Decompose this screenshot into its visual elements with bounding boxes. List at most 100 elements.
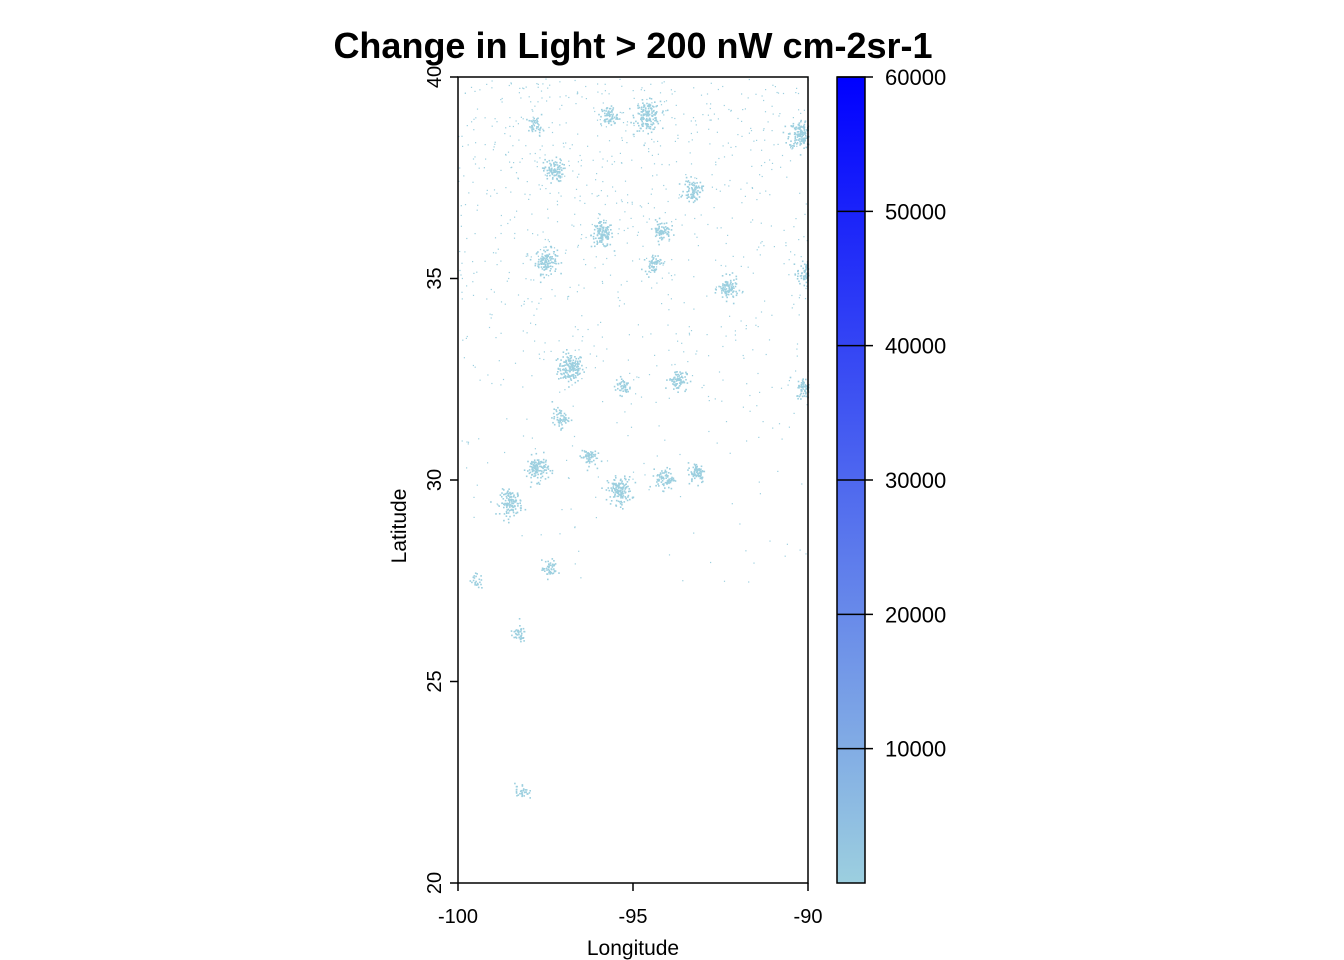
light-pixel	[516, 492, 519, 494]
light-pixel	[741, 120, 743, 122]
light-pixel	[621, 501, 623, 504]
light-pixel	[511, 502, 513, 505]
light-pixel	[729, 284, 731, 286]
light-pixel	[650, 131, 653, 134]
light-pixel	[597, 91, 599, 93]
light-pixel	[533, 124, 535, 127]
light-pixel	[805, 276, 807, 278]
light-pixel	[646, 117, 648, 120]
light-pixel	[679, 384, 681, 387]
light-pixel	[484, 260, 486, 262]
light-pixel	[674, 90, 676, 93]
light-pixel	[763, 128, 765, 130]
light-pixel	[532, 110, 534, 112]
light-pixel	[577, 380, 579, 382]
light-pixel	[785, 245, 787, 247]
light-pixel	[541, 145, 543, 147]
light-pixel	[577, 374, 579, 376]
light-pixel	[533, 117, 535, 120]
light-pixel	[651, 138, 653, 140]
light-pixel	[565, 359, 567, 362]
light-pixel	[619, 299, 621, 302]
light-pixel	[526, 418, 528, 420]
light-pixel	[660, 259, 662, 261]
light-pixel	[589, 458, 591, 461]
light-pixel	[803, 123, 806, 126]
light-pixel	[656, 474, 659, 477]
light-pixel	[498, 505, 500, 507]
light-pixel	[604, 222, 607, 224]
light-pixel	[533, 467, 536, 470]
light-pixel	[641, 280, 643, 282]
light-pixel	[600, 235, 603, 237]
light-pixel	[611, 236, 614, 238]
light-pixel	[539, 188, 541, 190]
light-pixel	[646, 98, 648, 101]
light-pixel	[663, 228, 666, 231]
light-pixel	[533, 470, 535, 472]
light-pixel	[655, 231, 657, 233]
light-pixel	[655, 258, 657, 260]
light-pixel	[735, 146, 737, 148]
light-pixel	[725, 273, 728, 275]
light-pixel	[496, 121, 498, 123]
light-pixel	[572, 366, 575, 369]
light-pixel	[558, 168, 561, 171]
light-pixel	[644, 142, 646, 144]
light-pixel	[601, 487, 603, 489]
light-pixel	[564, 420, 566, 423]
light-pixel	[504, 133, 506, 135]
light-pixel	[638, 258, 641, 260]
light-pixel	[663, 114, 665, 116]
light-pixel	[601, 233, 604, 235]
light-pixel	[789, 160, 792, 162]
light-pixel	[554, 259, 556, 262]
light-pixel	[795, 128, 797, 130]
light-pixel	[685, 372, 688, 375]
light-pixel	[559, 363, 562, 365]
light-pixel	[508, 277, 510, 280]
light-pixel	[560, 419, 563, 421]
light-pixel	[674, 384, 676, 386]
light-pixel	[538, 258, 540, 261]
light-pixel	[692, 466, 695, 469]
light-pixel	[662, 110, 664, 112]
light-pixel	[685, 174, 687, 176]
light-pixel	[459, 167, 461, 169]
light-pixel	[675, 371, 677, 373]
light-pixel	[516, 634, 519, 636]
light-pixel	[709, 107, 711, 110]
light-pixel	[629, 490, 631, 492]
light-pixel	[491, 80, 493, 82]
light-pixel	[720, 264, 722, 267]
light-pixel	[639, 127, 642, 130]
light-pixel	[531, 467, 534, 469]
light-pixel	[669, 481, 671, 483]
light-pixel	[668, 240, 670, 242]
light-pixel	[564, 367, 567, 370]
light-pixel	[621, 480, 623, 482]
light-pixel	[663, 236, 665, 239]
light-pixel	[625, 130, 627, 132]
light-pixel	[638, 124, 640, 127]
light-pixel	[510, 492, 512, 495]
light-pixel	[803, 142, 805, 145]
light-pixel	[596, 243, 598, 245]
light-pixel	[799, 154, 802, 156]
light-pixel	[534, 472, 537, 474]
light-pixel	[555, 409, 557, 411]
light-pixel	[753, 562, 755, 564]
light-pixel	[576, 364, 579, 366]
light-pixel	[554, 260, 556, 262]
light-pixel	[559, 420, 561, 423]
light-pixel	[613, 161, 616, 163]
light-pixel	[680, 375, 683, 378]
light-pixel	[796, 278, 799, 280]
light-pixel	[759, 192, 761, 194]
light-pixel	[471, 121, 473, 123]
light-pixel	[724, 291, 726, 294]
light-pixel	[507, 492, 510, 495]
light-pixel	[793, 145, 795, 147]
light-pixel	[587, 459, 590, 461]
light-pixel	[796, 145, 798, 147]
